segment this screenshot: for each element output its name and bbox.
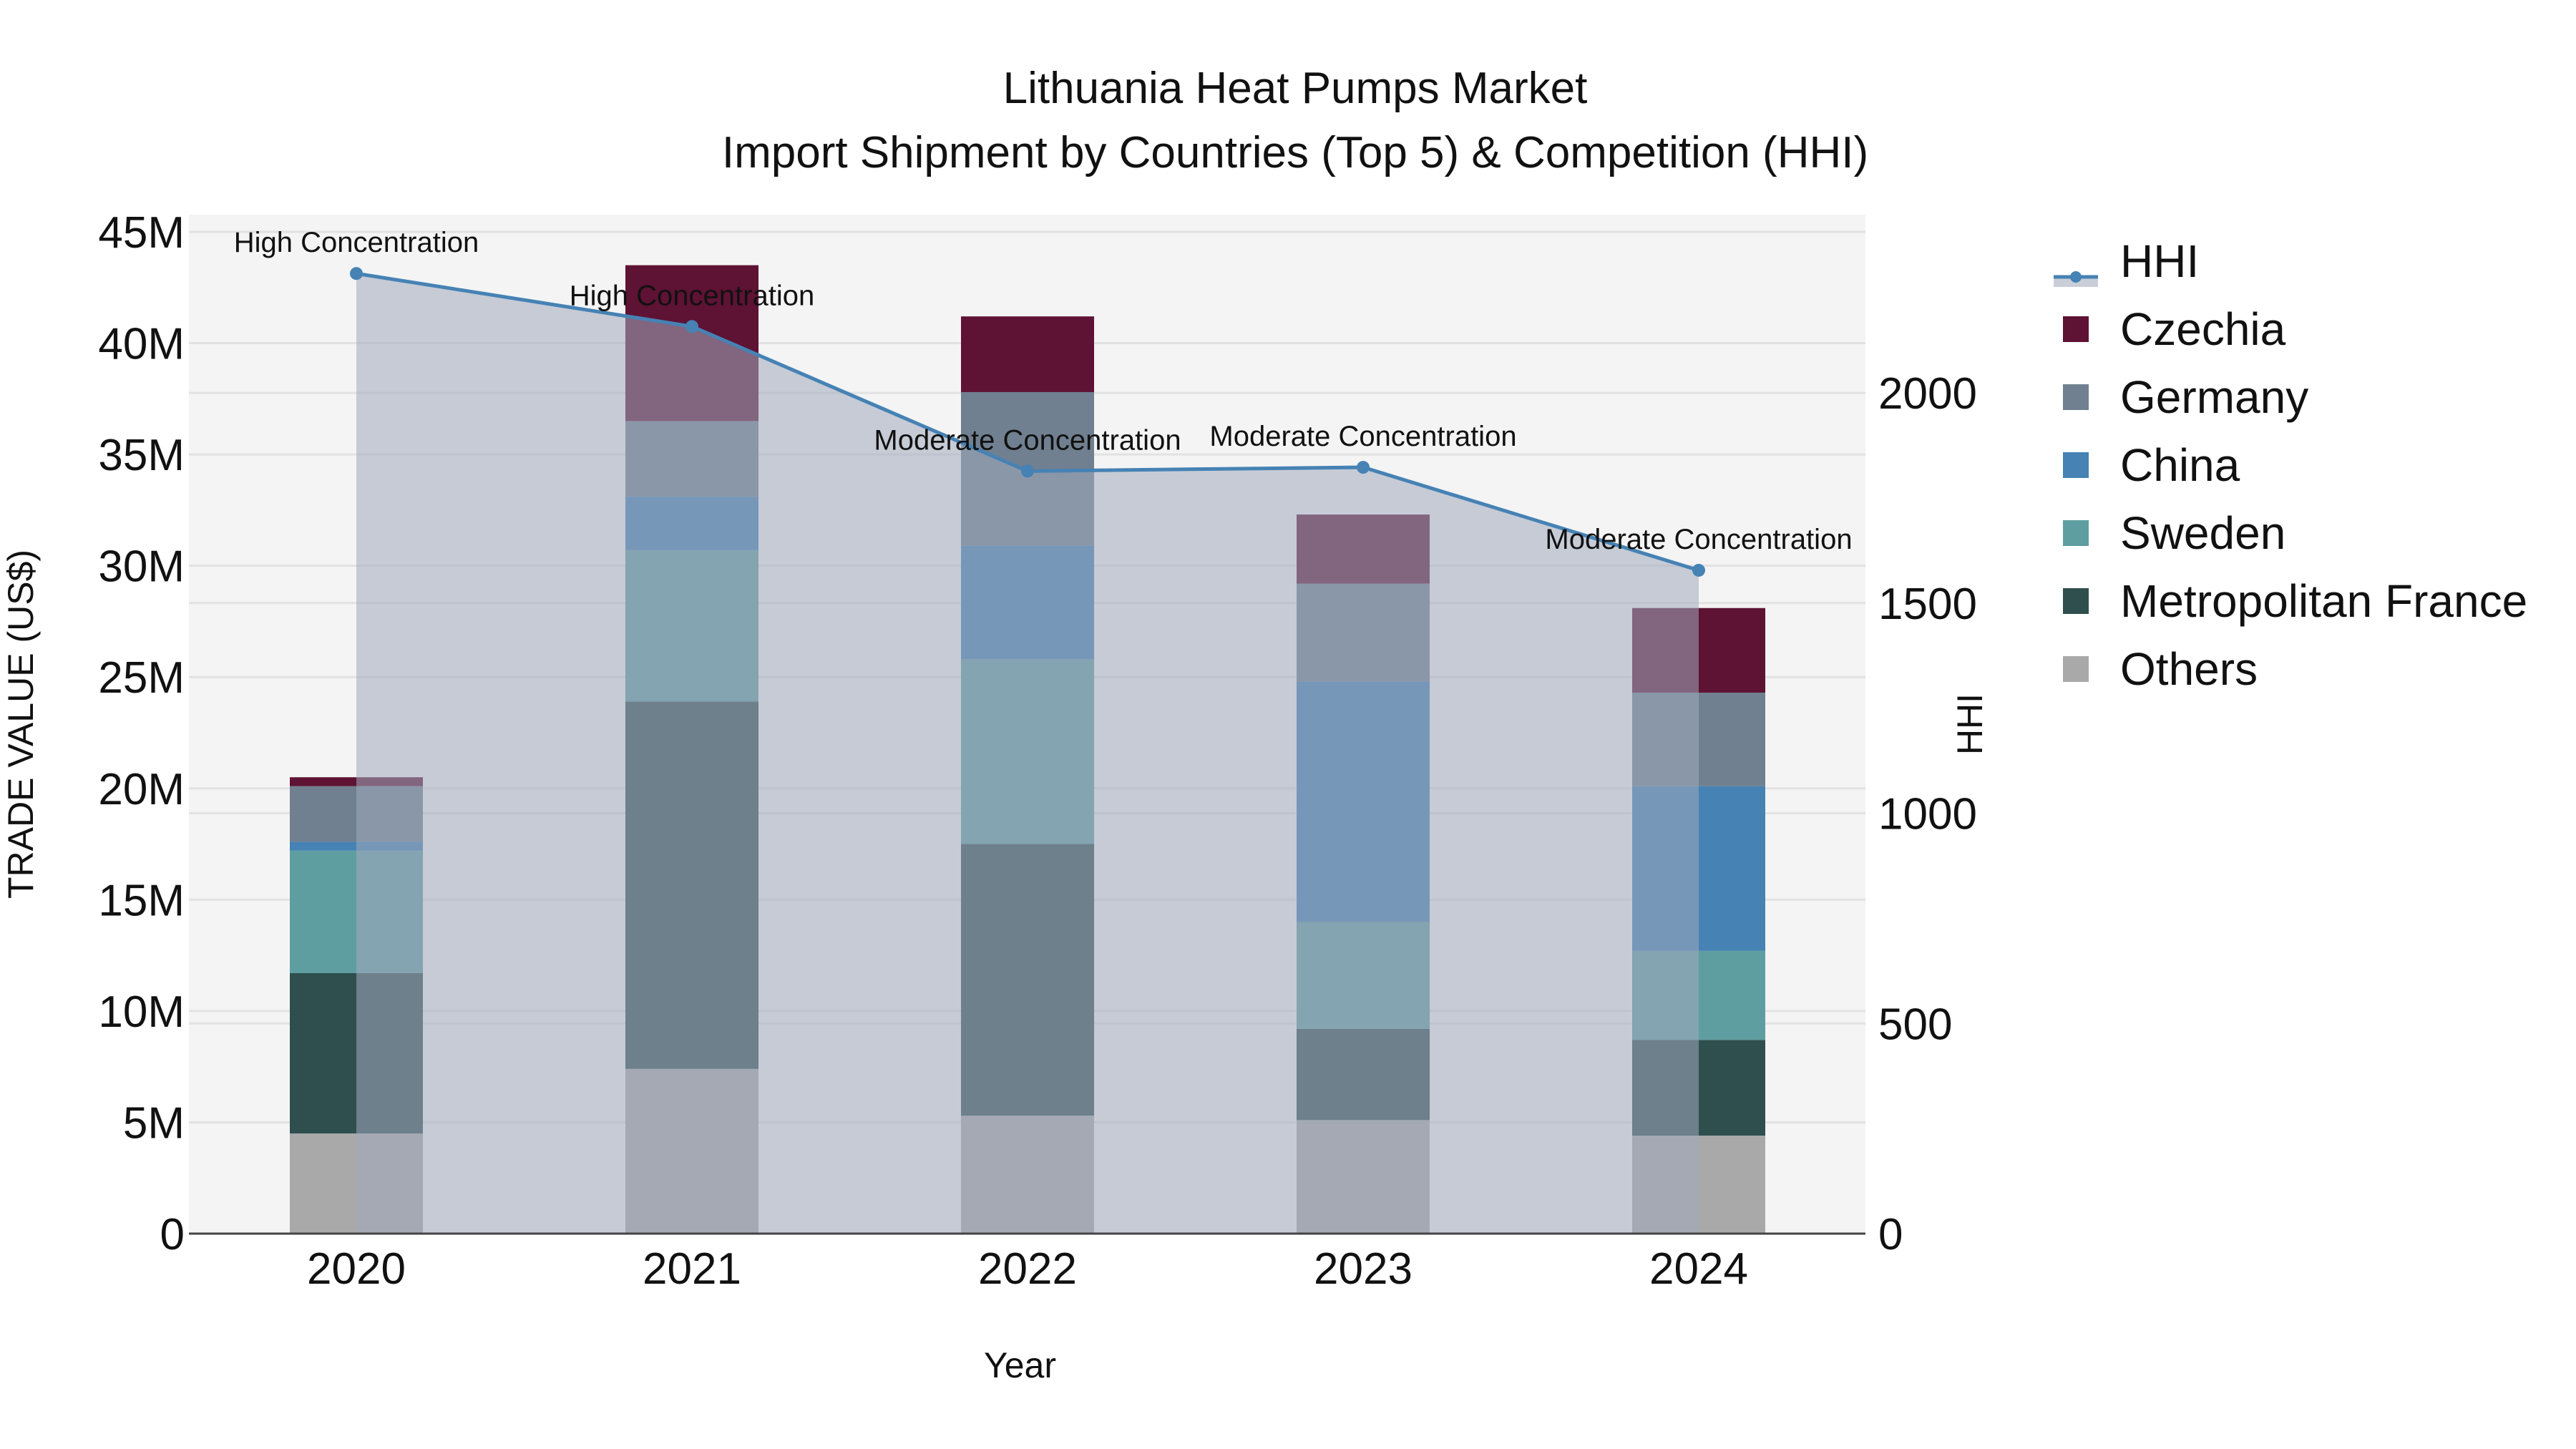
- legend-label: Sweden: [2120, 507, 2286, 559]
- y-left-tick-label: 20M: [98, 765, 185, 814]
- chart-subtitle: Import Shipment by Countries (Top 5) & C…: [721, 128, 1869, 177]
- x-tick-label: 2023: [1314, 1244, 1413, 1294]
- x-tick-label: 2024: [1649, 1244, 1748, 1294]
- y-left-tick-label: 35M: [98, 431, 185, 480]
- y-right-tick-label: 1500: [1878, 580, 1977, 629]
- square-swatch-icon: [2063, 588, 2089, 614]
- hhi-annotation: High Concentration: [570, 280, 814, 311]
- y-left-tick-label: 10M: [98, 987, 185, 1037]
- hhi-annotation: Moderate Concentration: [1209, 421, 1516, 452]
- chart-title: Lithuania Heat Pumps Market: [1002, 64, 1588, 113]
- hhi-point-marker[interactable]: [1357, 461, 1370, 474]
- x-axis-title: Year: [984, 1345, 1056, 1385]
- legend-label: China: [2120, 439, 2240, 491]
- square-swatch-icon: [2063, 520, 2089, 546]
- hhi-point-marker[interactable]: [686, 320, 698, 333]
- y-left-tick-label: 40M: [98, 320, 185, 369]
- y-left-tick-label: 5M: [123, 1098, 185, 1148]
- y-left-axis-title: TRADE VALUE (US$): [1, 550, 41, 899]
- line-marker-icon: [2054, 248, 2098, 287]
- legend-label: Others: [2120, 643, 2258, 695]
- x-tick-label: 2020: [307, 1244, 406, 1294]
- y-left-tick-label: 25M: [98, 653, 185, 703]
- y-right-tick-label: 500: [1878, 1000, 1952, 1049]
- square-swatch-icon: [2063, 452, 2089, 478]
- square-swatch-icon: [2063, 656, 2089, 682]
- hhi-area: [356, 273, 1699, 1234]
- y-left-tick-label: 0: [160, 1210, 185, 1259]
- hhi-annotation: Moderate Concentration: [1545, 524, 1852, 555]
- y-right-axis-title: HHI: [1950, 693, 1990, 755]
- y-right-tick-label: 1000: [1878, 790, 1977, 839]
- square-swatch-icon: [2063, 316, 2089, 342]
- bar-segment-czechia[interactable]: [961, 316, 1094, 392]
- legend-label: Germany: [2120, 371, 2309, 423]
- x-tick-label: 2021: [643, 1244, 741, 1294]
- legend-label: HHI: [2120, 235, 2200, 287]
- y-left-tick-label: 30M: [98, 542, 185, 592]
- hhi-point-marker[interactable]: [1021, 464, 1034, 478]
- y-left-tick-label: 45M: [98, 208, 185, 258]
- hhi-point-marker[interactable]: [350, 267, 363, 280]
- y-right-tick-label: 2000: [1878, 369, 1977, 419]
- legend-label: Czechia: [2120, 303, 2286, 355]
- y-right-tick-label: 0: [1878, 1210, 1903, 1259]
- hhi-point-marker[interactable]: [1692, 563, 1705, 577]
- hhi-annotation: Moderate Concentration: [874, 424, 1181, 456]
- square-swatch-icon: [2063, 384, 2089, 410]
- y-left-tick-label: 15M: [98, 876, 185, 925]
- legend-label: Metropolitan France: [2120, 575, 2528, 627]
- hhi-annotation: High Concentration: [234, 227, 479, 258]
- x-tick-label: 2022: [978, 1244, 1077, 1294]
